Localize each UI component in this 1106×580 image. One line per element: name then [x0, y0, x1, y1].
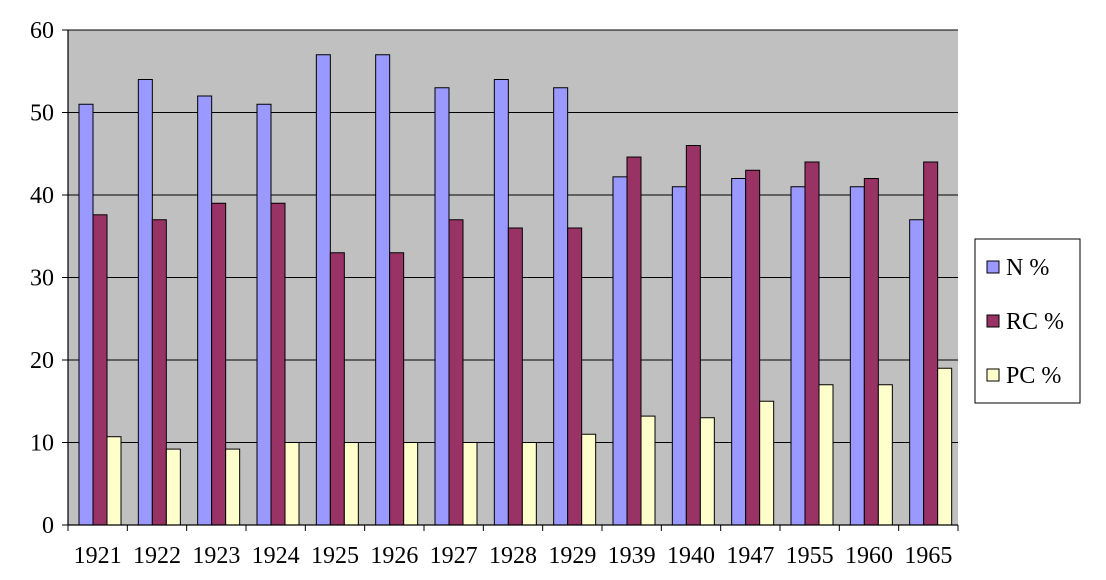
bar-pc [343, 442, 359, 526]
bar-rc [626, 156, 642, 526]
bar-rc [92, 214, 108, 526]
bar-pc [581, 433, 597, 526]
x-tick-label: 1939 [608, 543, 656, 569]
bar-pc [818, 384, 834, 526]
y-tick-label: 10 [30, 431, 54, 457]
y-tick-label: 20 [30, 348, 54, 374]
bar-rc [745, 169, 761, 526]
bar-n [375, 54, 391, 526]
bar-rc [804, 161, 820, 526]
bar-rc [923, 161, 939, 526]
bar-n [315, 54, 331, 526]
x-tick-label: 1960 [845, 543, 893, 569]
bar-rc [863, 178, 879, 526]
bar-n [671, 186, 687, 526]
bar-n [553, 87, 569, 526]
legend-label: RC % [1006, 309, 1064, 335]
legend: N % RC % PC % [974, 238, 1081, 404]
bar-pc [225, 448, 241, 526]
x-tick-label: 1927 [430, 543, 478, 569]
bar-rc [448, 219, 464, 526]
bar-rc [567, 227, 583, 526]
legend-swatch [986, 314, 1000, 328]
bar-n [493, 79, 509, 526]
y-axis-ticks: 0 10 20 30 40 50 60 [30, 18, 68, 539]
x-tick-label: 1926 [370, 543, 418, 569]
bar-rc [270, 202, 286, 526]
legend-swatch [986, 260, 1000, 274]
bar-n [731, 178, 747, 526]
legend-swatch [986, 368, 1000, 382]
bar-n [909, 219, 925, 526]
x-axis-ticks: 1921 1922 1923 1924 1925 1926 1927 1928 1929 1939… [67, 525, 959, 569]
bar-pc [759, 400, 775, 526]
y-tick-label: 0 [42, 513, 54, 539]
bar-n [78, 103, 94, 526]
x-tick-label: 1924 [252, 543, 300, 569]
bar-rc [211, 202, 227, 526]
bar-pc [521, 442, 537, 526]
bar-n [790, 186, 806, 526]
y-tick-label: 50 [30, 101, 54, 127]
x-tick-label: 1928 [489, 543, 537, 569]
bar-n [612, 176, 628, 526]
bar-n [434, 87, 450, 526]
legend-label: N % [1006, 255, 1049, 281]
bar-rc [329, 252, 345, 526]
bar-n [137, 79, 153, 526]
bar-pc [640, 415, 656, 526]
y-tick-label: 30 [30, 266, 54, 292]
bar-pc [284, 442, 300, 526]
x-tick-label: 1965 [904, 543, 952, 569]
bar-pc [462, 442, 478, 526]
x-tick-label: 1923 [192, 543, 240, 569]
bar-rc [151, 219, 167, 526]
bar-pc [403, 442, 419, 526]
y-tick-label: 60 [30, 18, 54, 44]
bar-rc [389, 252, 405, 526]
bar-rc [507, 227, 523, 526]
x-tick-label: 1921 [74, 543, 122, 569]
x-tick-label: 1922 [133, 543, 181, 569]
x-tick-label: 1947 [726, 543, 774, 569]
bar-rc [685, 145, 701, 526]
x-tick-label: 1955 [786, 543, 834, 569]
bar-pc [699, 417, 715, 526]
bar-pc [877, 384, 893, 526]
bar-n [256, 103, 272, 526]
y-tick-label: 40 [30, 183, 54, 209]
x-tick-label: 1929 [548, 543, 596, 569]
bar-n [849, 186, 865, 526]
x-tick-label: 1925 [311, 543, 359, 569]
bar-pc [165, 448, 181, 526]
x-tick-label: 1940 [667, 543, 715, 569]
legend-label: PC % [1006, 363, 1061, 389]
bar-n [197, 95, 213, 526]
bar-pc [937, 367, 953, 526]
bar-pc [106, 436, 122, 526]
